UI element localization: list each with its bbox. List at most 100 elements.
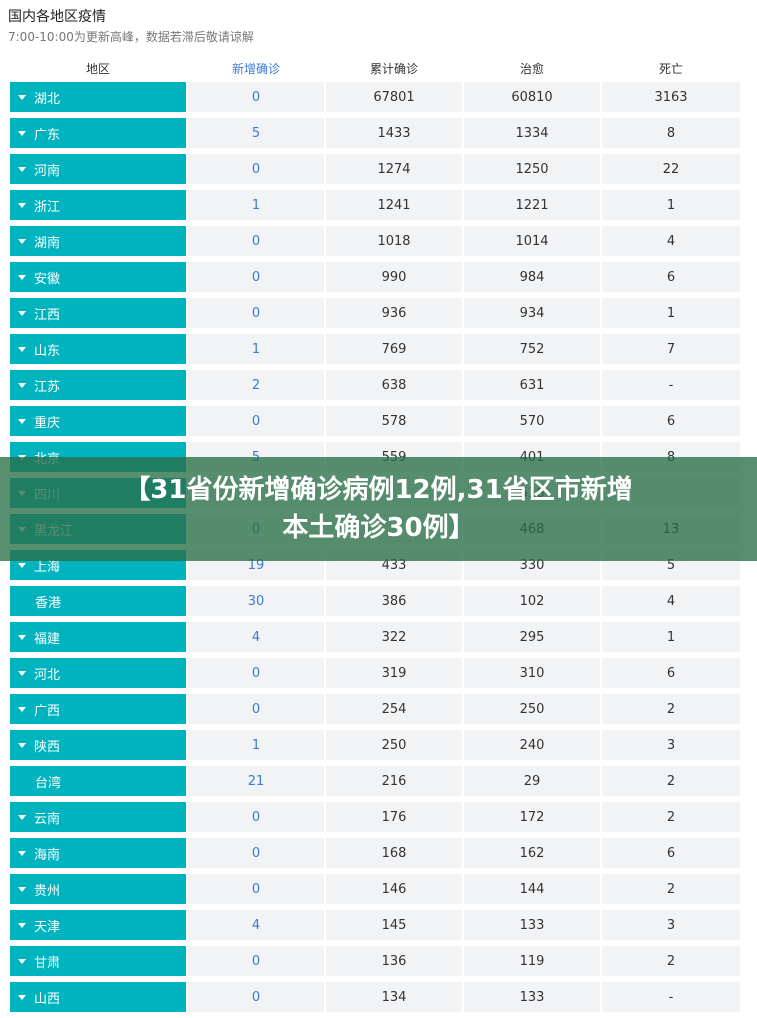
page-title: 国内各地区疫情 [8, 9, 106, 25]
caret-down-icon [18, 310, 26, 316]
header-cured[interactable]: 治愈 [519, 61, 544, 76]
new-confirmed-cell: 30 [188, 586, 324, 616]
region-cell[interactable]: 江苏 [10, 370, 186, 400]
table-row: 重庆 0 578 570 6 [10, 406, 740, 436]
region-label: 广东 [34, 127, 61, 143]
dead-cell: - [602, 982, 740, 1012]
dead-cell: 2 [602, 802, 740, 832]
caret-down-icon [18, 238, 26, 244]
header-region[interactable]: 地区 [85, 61, 110, 76]
dead-cell: 2 [602, 766, 740, 796]
region-cell[interactable]: 江西 [10, 298, 186, 328]
header-total-confirmed[interactable]: 累计确诊 [369, 61, 418, 76]
region-label: 安徽 [34, 271, 61, 287]
new-confirmed-cell: 2 [188, 370, 324, 400]
cured-cell: 295 [464, 622, 600, 652]
region-label: 山东 [34, 343, 61, 359]
region-label: 甘肃 [34, 955, 61, 971]
header-new-confirmed[interactable]: 新增确诊 [231, 61, 280, 76]
page-subtitle: 7:00-10:00为更新高峰，数据若滞后敬请谅解 [8, 30, 254, 44]
total-confirmed-cell: 638 [326, 370, 462, 400]
total-confirmed-cell: 134 [326, 982, 462, 1012]
region-cell: 台湾 [10, 766, 186, 796]
dead-cell: 22 [602, 154, 740, 184]
total-confirmed-cell: 1433 [326, 118, 462, 148]
region-label: 台湾 [35, 775, 62, 791]
total-confirmed-cell: 322 [326, 622, 462, 652]
caret-down-icon [18, 202, 26, 208]
new-confirmed-cell: 1 [188, 190, 324, 220]
dead-cell: 7 [602, 334, 740, 364]
region-cell[interactable]: 湖北 [10, 82, 186, 112]
new-confirmed-cell: 0 [188, 838, 324, 868]
banner-line-2: 本土确诊30例】 [282, 513, 475, 543]
cured-cell: 310 [464, 658, 600, 688]
caret-down-icon [18, 166, 26, 172]
region-cell[interactable]: 广西 [10, 694, 186, 724]
region-cell[interactable]: 山西 [10, 982, 186, 1012]
region-label: 陕西 [34, 739, 61, 755]
region-cell[interactable]: 河北 [10, 658, 186, 688]
region-label: 河南 [34, 163, 61, 179]
region-cell[interactable]: 山东 [10, 334, 186, 364]
new-confirmed-cell: 0 [188, 802, 324, 832]
total-confirmed-cell: 67801 [326, 82, 462, 112]
caret-down-icon [18, 382, 26, 388]
region-label: 湖北 [34, 91, 61, 107]
region-cell[interactable]: 重庆 [10, 406, 186, 436]
cured-cell: 250 [464, 694, 600, 724]
region-label: 江西 [34, 307, 61, 323]
region-cell[interactable]: 贵州 [10, 874, 186, 904]
total-confirmed-cell: 254 [326, 694, 462, 724]
region-cell[interactable]: 海南 [10, 838, 186, 868]
caret-down-icon [18, 346, 26, 352]
region-cell[interactable]: 河南 [10, 154, 186, 184]
banner-line-1: 【31省份新增确诊病例12例,31省区市新增 [124, 475, 633, 505]
region-cell[interactable]: 天津 [10, 910, 186, 940]
header-dead[interactable]: 死亡 [658, 61, 683, 76]
dead-cell: 6 [602, 262, 740, 292]
table-row: 湖南 0 1018 1014 4 [10, 226, 740, 256]
region-cell[interactable]: 浙江 [10, 190, 186, 220]
region-cell[interactable]: 广东 [10, 118, 186, 148]
region-label: 江苏 [34, 379, 61, 395]
new-confirmed-cell: 0 [188, 154, 324, 184]
caret-down-icon [18, 886, 26, 892]
region-cell[interactable]: 云南 [10, 802, 186, 832]
region-cell[interactable]: 安徽 [10, 262, 186, 292]
region-cell[interactable]: 湖南 [10, 226, 186, 256]
new-confirmed-cell: 0 [188, 946, 324, 976]
caret-down-icon [18, 94, 26, 100]
region-cell[interactable]: 陕西 [10, 730, 186, 760]
table-row: 广西 0 254 250 2 [10, 694, 740, 724]
caret-down-icon [18, 562, 26, 568]
dead-cell: 3 [602, 730, 740, 760]
region-cell[interactable]: 甘肃 [10, 946, 186, 976]
region-label: 海南 [34, 847, 61, 863]
caret-down-icon [18, 130, 26, 136]
caret-down-icon [18, 958, 26, 964]
caret-down-icon [18, 418, 26, 424]
table-row: 江西 0 936 934 1 [10, 298, 740, 328]
caret-down-icon [18, 706, 26, 712]
cured-cell: 1250 [464, 154, 600, 184]
new-confirmed-cell: 1 [188, 334, 324, 364]
total-confirmed-cell: 769 [326, 334, 462, 364]
dead-cell: 2 [602, 946, 740, 976]
new-confirmed-cell: 1 [188, 730, 324, 760]
caret-down-icon [18, 670, 26, 676]
new-confirmed-cell: 0 [188, 694, 324, 724]
region-label: 香港 [35, 595, 62, 611]
table-row: 浙江 1 1241 1221 1 [10, 190, 740, 220]
total-confirmed-cell: 250 [326, 730, 462, 760]
cured-cell: 934 [464, 298, 600, 328]
table-row: 湖北 0 67801 60810 3163 [10, 82, 740, 112]
caret-down-icon [18, 634, 26, 640]
cured-cell: 752 [464, 334, 600, 364]
table-row: 云南 0 176 172 2 [10, 802, 740, 832]
caret-down-icon [18, 742, 26, 748]
region-label: 河北 [34, 667, 61, 683]
region-label: 湖南 [34, 235, 61, 251]
dead-cell: 1 [602, 298, 740, 328]
region-cell[interactable]: 福建 [10, 622, 186, 652]
